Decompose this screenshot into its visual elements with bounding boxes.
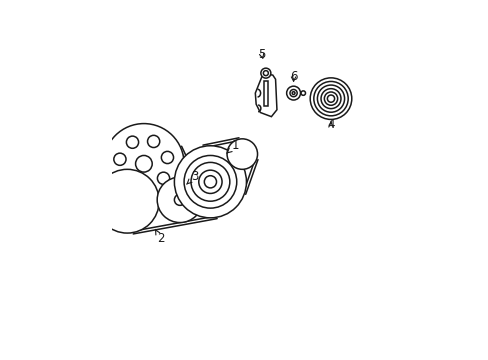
Circle shape [183,156,236,208]
Circle shape [320,89,340,109]
Circle shape [161,151,173,163]
Circle shape [324,92,337,105]
Circle shape [174,146,246,218]
Text: 3: 3 [186,170,199,184]
Circle shape [263,71,268,76]
Circle shape [226,139,257,169]
Circle shape [157,177,202,222]
Text: 6: 6 [289,70,297,83]
Text: 2: 2 [155,229,164,245]
Circle shape [327,95,334,102]
Circle shape [309,78,351,120]
Circle shape [260,68,270,78]
Polygon shape [255,74,276,117]
Circle shape [292,92,294,94]
Circle shape [157,172,169,184]
Circle shape [126,136,138,148]
Circle shape [301,91,305,95]
Polygon shape [263,81,267,107]
Text: 1: 1 [226,139,239,153]
Circle shape [204,176,216,188]
Circle shape [289,90,297,97]
Circle shape [114,153,126,165]
Circle shape [147,135,160,148]
Circle shape [119,174,131,186]
Circle shape [191,162,229,201]
Circle shape [103,123,183,204]
Text: 4: 4 [326,118,334,131]
Circle shape [139,182,151,194]
Circle shape [198,170,222,193]
Circle shape [135,156,152,172]
Circle shape [286,86,300,100]
Text: 5: 5 [258,48,265,61]
Circle shape [95,169,159,233]
Circle shape [174,194,185,205]
Circle shape [317,85,344,112]
Circle shape [313,81,347,116]
